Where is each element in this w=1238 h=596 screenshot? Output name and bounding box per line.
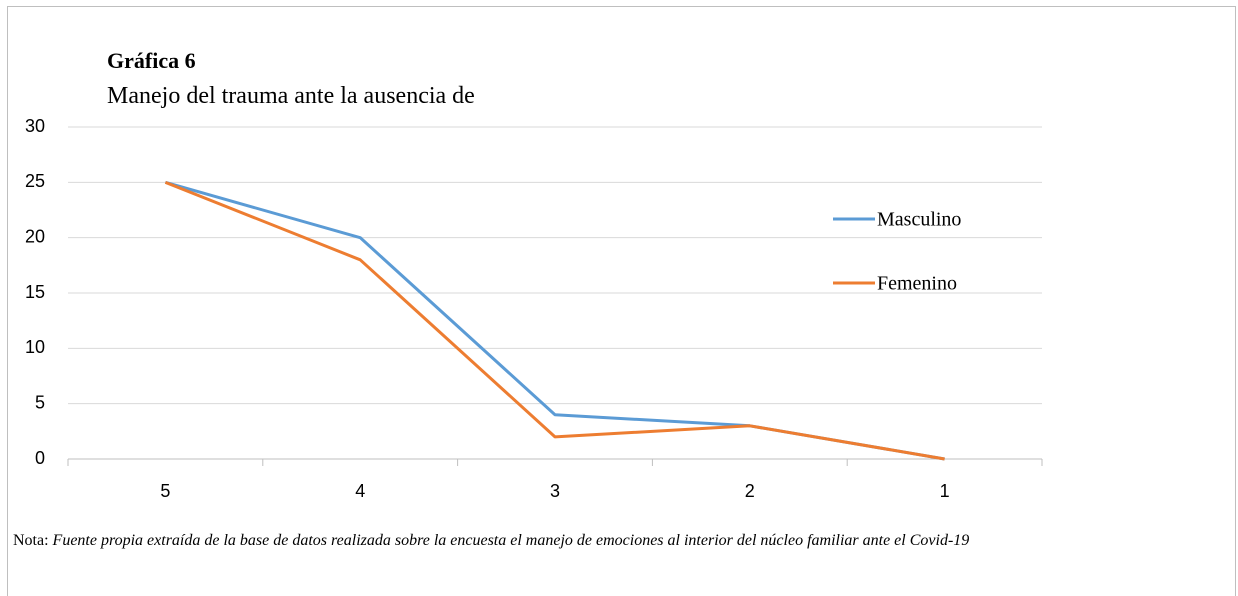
y-tick-label: 25 <box>25 171 45 191</box>
x-tick-label: 5 <box>160 481 170 501</box>
y-tick-label: 10 <box>25 337 45 357</box>
y-tick-label: 5 <box>35 392 45 412</box>
x-tick-label: 2 <box>745 481 755 501</box>
legend-label: Femenino <box>877 273 957 295</box>
legend-label: Masculino <box>877 209 961 231</box>
x-tick-label: 3 <box>550 481 560 501</box>
y-tick-label: 0 <box>35 448 45 468</box>
series-line <box>164 180 945 461</box>
chart-title: Gráfica 6 <box>107 48 196 73</box>
chart-subtitle: Manejo del trauma ante la ausencia de <box>107 83 475 109</box>
y-tick-label: 20 <box>25 226 45 246</box>
y-tick-label: 15 <box>25 282 45 302</box>
x-tick-label: 1 <box>940 481 950 501</box>
y-tick-label: 30 <box>25 116 45 136</box>
note: Nota: Fuente propia extraída de la base … <box>13 531 1218 551</box>
note-text: Fuente propia extraída de la base de dat… <box>52 532 970 549</box>
note-label: Nota: <box>13 532 49 549</box>
series-line <box>164 180 945 461</box>
x-tick-label: 4 <box>355 481 365 501</box>
chart-frame <box>7 6 1236 596</box>
